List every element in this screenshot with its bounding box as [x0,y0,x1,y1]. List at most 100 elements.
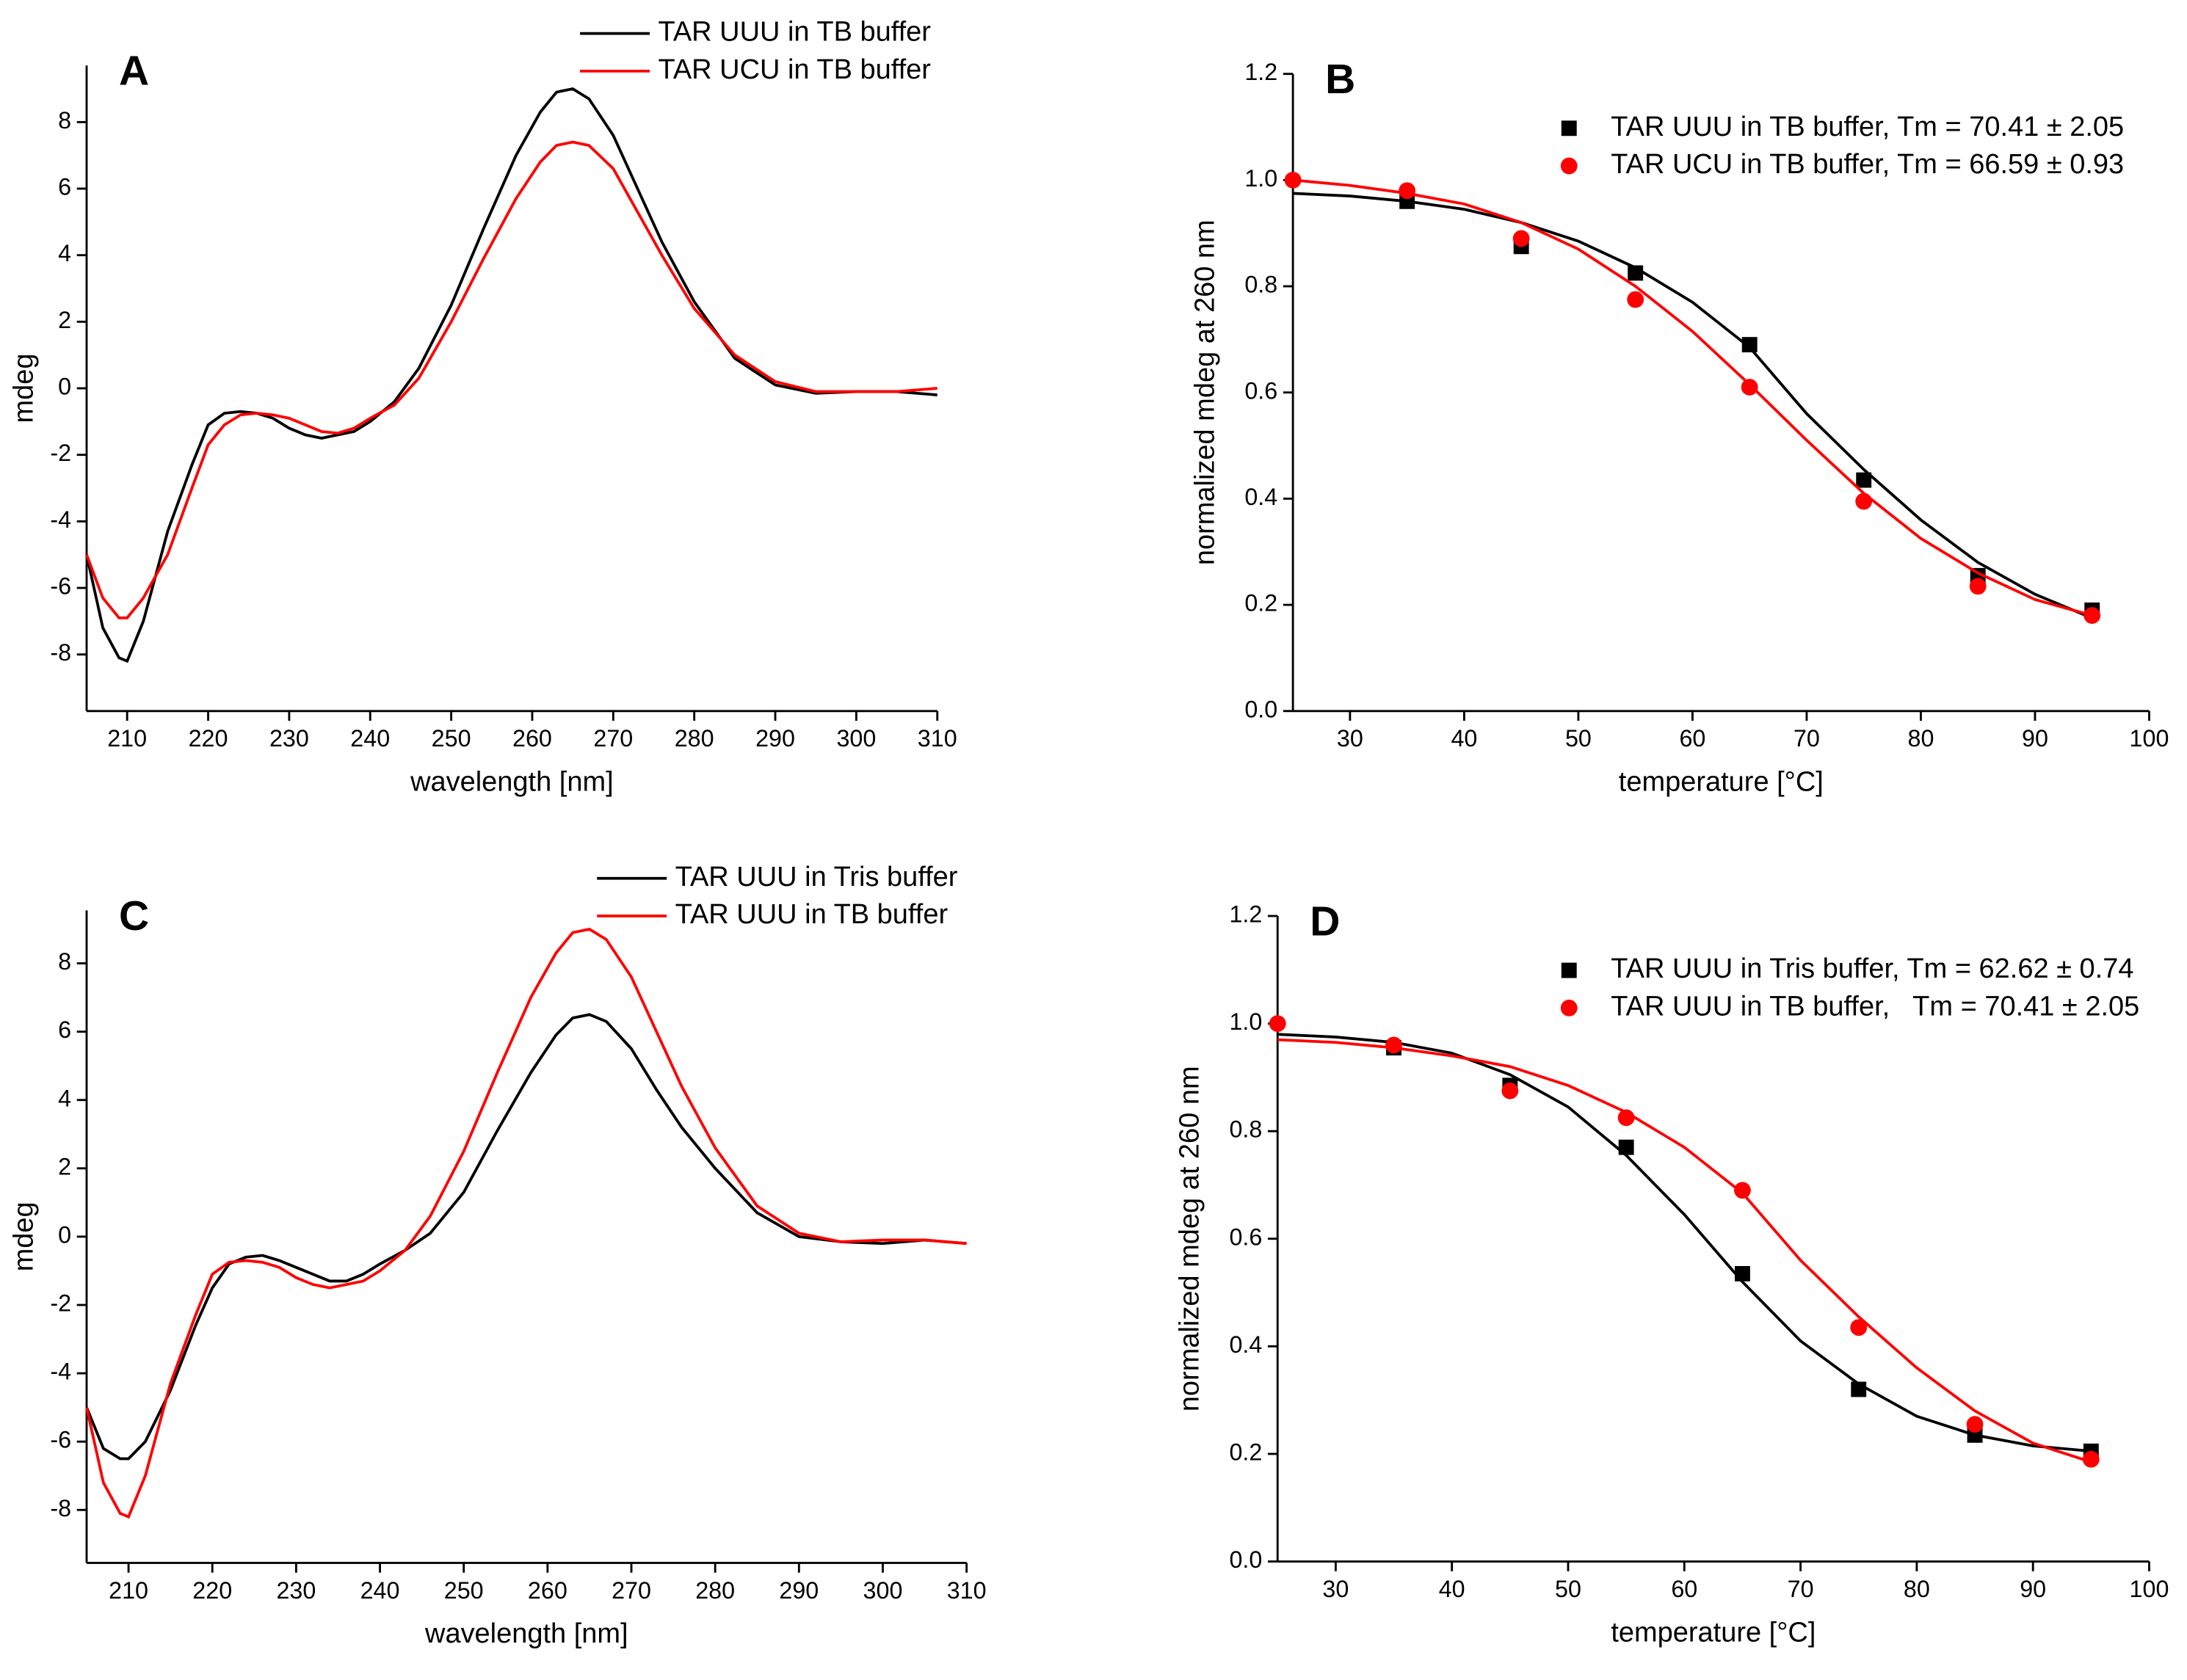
x-tick-label: 50 [1565,725,1592,752]
x-tick-label: 70 [1794,725,1820,752]
legend-marker [1561,120,1577,137]
data-point [1966,1416,1984,1433]
fit-curve [1277,1038,2092,1463]
x-tick-label: 240 [360,1577,400,1604]
y-tick-label: 0.0 [1244,696,1277,722]
y-tick-label: 0.0 [1229,1546,1262,1573]
x-tick-label: 260 [512,725,552,752]
y-tick-label: 2 [58,307,71,333]
x-tick-label: 250 [432,725,471,752]
x-tick-label: 90 [2020,1576,2046,1602]
data-point [1627,291,1644,308]
y-axis-title: mdeg [8,354,39,423]
x-tick-label: 310 [918,725,957,752]
x-tick-label: 250 [444,1577,484,1604]
data-point [1734,1182,1751,1199]
x-tick-label: 30 [1322,1576,1349,1602]
panel-label: C [119,892,149,939]
y-tick-label: 8 [58,107,71,134]
y-tick-label: -8 [50,639,71,666]
data-point [1618,1139,1634,1155]
y-tick-label: 0.6 [1229,1223,1262,1250]
x-tick-label: 290 [779,1577,819,1604]
panel-label: D [1310,898,1340,945]
data-point [1734,1265,1750,1281]
y-tick-label: 0.4 [1229,1331,1262,1358]
y-tick-label: 0.6 [1244,377,1277,404]
y-tick-label: 1.0 [1244,165,1277,192]
y-tick-label: 8 [58,948,71,975]
y-tick-label: -4 [50,1359,71,1385]
data-point [1385,1036,1402,1054]
panel-label: A [119,48,149,95]
x-tick-label: 100 [2130,725,2169,752]
data-point [1741,337,1758,353]
x-axis-title: wavelength [nm] [410,767,614,798]
x-tick-label: 270 [612,1577,651,1604]
y-axis-title: mdeg [8,1201,39,1271]
y-tick-label: -6 [50,1427,71,1453]
data-point [1512,230,1530,247]
y-tick-label: 1.2 [1244,59,1277,85]
x-tick-label: 310 [947,1577,987,1604]
y-tick-label: 4 [58,240,71,266]
y-axis-title: normalized mdeg at 260 nm [1175,1066,1205,1411]
data-point [1969,578,1987,595]
y-tick-label: 1.2 [1229,901,1262,928]
x-tick-label: 70 [1788,1576,1814,1602]
x-tick-label: 230 [276,1577,316,1604]
x-axis-title: wavelength [nm] [424,1618,628,1649]
y-tick-label: -4 [50,506,71,533]
y-tick-label: -2 [50,1290,71,1317]
data-line [85,140,937,619]
legend-label: TAR UUU in Tris buffer, Tm = 62.62 ± 0.7… [1611,953,2133,984]
x-tick-label: 210 [109,1577,148,1604]
data-point [1851,1381,1867,1397]
panel-label: B [1325,56,1355,103]
data-point [1856,472,1872,488]
y-tick-label: 0.8 [1244,272,1277,298]
y-tick-label: 1.0 [1229,1008,1262,1035]
x-tick-label: 300 [836,725,876,752]
y-tick-label: 6 [58,1017,71,1043]
x-tick-label: 220 [189,725,228,752]
fit-curve [1293,192,2093,619]
x-tick-label: 260 [528,1577,567,1604]
y-tick-label: 0 [58,374,71,400]
data-line [85,1013,967,1461]
legend-label: TAR UCU in TB buffer [658,54,931,85]
legend-marker [1561,962,1577,978]
data-point [1741,379,1758,396]
legend-marker [1560,157,1578,175]
y-tick-label: 6 [58,174,71,200]
y-tick-label: 0.4 [1244,484,1277,510]
y-tick-label: -8 [50,1495,71,1521]
data-line [85,928,967,1519]
y-tick-label: 0 [58,1221,71,1248]
y-tick-label: -6 [50,573,71,600]
x-tick-label: 90 [2022,725,2048,752]
data-point [2083,607,2101,624]
x-axis-title: temperature [°C] [1611,1617,1816,1648]
x-axis-title: temperature [°C] [1619,767,1824,798]
x-tick-label: 60 [1671,1576,1697,1602]
x-tick-label: 40 [1439,1576,1465,1602]
data-point [1850,1319,1868,1337]
x-tick-label: 80 [1904,1576,1930,1602]
data-point [1628,265,1644,281]
data-point [1617,1109,1635,1127]
data-point [1501,1082,1519,1099]
legend-label: TAR UUU in TB buffer, Tm = 70.41 ± 2.05 [1611,112,2124,142]
x-tick-label: 240 [350,725,390,752]
x-tick-label: 50 [1555,1576,1581,1602]
legend-label: TAR UUU in TB buffer [658,17,931,48]
y-axis-title: normalized mdeg at 260 nm [1189,219,1220,565]
x-tick-label: 270 [593,725,633,752]
fit-curve [1277,1033,2092,1453]
x-tick-label: 60 [1679,725,1705,752]
legend-label: TAR UUU in TB buffer, Tm = 70.41 ± 2.05 [1611,991,2139,1022]
data-point [1284,171,1302,189]
x-tick-label: 280 [695,1577,735,1604]
x-tick-label: 100 [2130,1576,2169,1602]
